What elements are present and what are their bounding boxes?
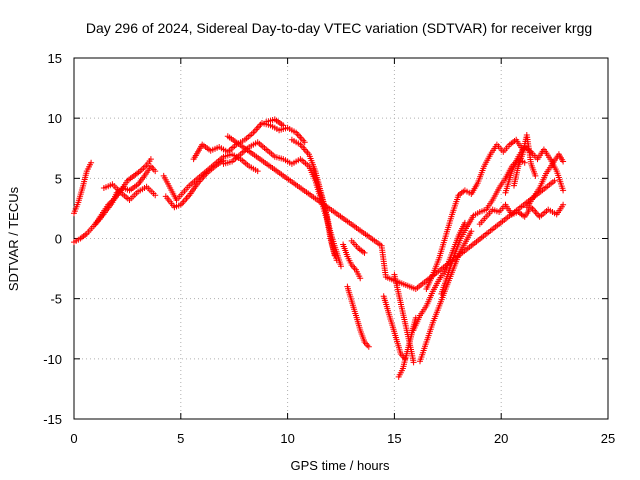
data-point [361,249,368,256]
x-tick-labels: 0 5 10 15 20 25 [70,431,615,446]
x-tick-label: 25 [601,431,615,446]
y-tick-label: -5 [50,292,62,307]
data-point [152,168,159,175]
data-points [71,116,567,380]
series-track-y [511,132,539,189]
series-track-o [380,293,409,362]
data-point [365,343,372,350]
y-tick-label: 10 [48,111,62,126]
data-point [560,158,567,165]
data-point [560,201,567,208]
series-track-e [160,151,261,203]
y-axis-label: SDTVAR / TECUs [6,186,21,291]
series-track-u [438,156,528,297]
y-tick-label: 0 [55,232,62,247]
y-tick-label: 5 [55,171,62,186]
x-axis-label: GPS time / hours [291,458,390,473]
y-tick-label: -10 [43,352,62,367]
y-tick-label: 15 [48,51,62,66]
series-track-d [100,181,159,203]
series-track-i [263,116,287,129]
data-point [254,168,261,175]
data-point [88,159,95,166]
series-track-n [348,237,368,256]
series-track-b [71,159,95,217]
series-track-c [92,156,154,228]
series-track-m [344,283,372,350]
series-track-f [162,157,227,211]
data-point [152,192,159,199]
y-tick-label: -15 [43,412,62,427]
chart-title: Day 296 of 2024, Sidereal Day-to-day VTE… [86,20,592,36]
series-track-t [423,136,526,292]
series-track-g [190,120,308,163]
data-point [147,156,154,163]
series-outliers [224,133,558,292]
axis-ticks [73,57,609,420]
data-point [338,263,344,270]
x-tick-label: 5 [177,431,184,446]
data-point [301,139,308,146]
y-tick-labels: -15 -10 -5 0 5 10 15 [43,51,62,427]
x-tick-label: 0 [70,431,77,446]
data-point [551,177,558,184]
series-track-l [340,241,364,282]
data-point [333,257,340,264]
data-point [560,187,567,194]
data-point [410,359,417,366]
data-point [280,122,287,129]
data-point [331,252,338,259]
data-point [532,172,539,179]
grid-lines [74,58,608,419]
x-tick-label: 10 [280,431,294,446]
x-tick-label: 15 [387,431,401,446]
data-point [468,228,475,235]
x-tick-label: 20 [494,431,508,446]
data-point [357,275,364,282]
